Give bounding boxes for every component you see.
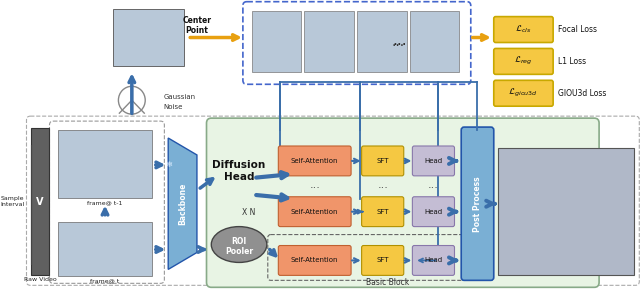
Ellipse shape: [211, 226, 267, 262]
Text: frame@ t: frame@ t: [90, 278, 120, 283]
Bar: [58, 130, 152, 198]
Text: Self-Attention: Self-Attention: [291, 158, 339, 164]
Bar: [410, 11, 460, 72]
Text: ...: ...: [309, 180, 320, 190]
FancyBboxPatch shape: [412, 146, 454, 176]
Text: SFT: SFT: [376, 158, 389, 164]
Text: GIOU3d Loss: GIOU3d Loss: [558, 89, 606, 98]
Bar: [497, 148, 634, 276]
Text: Basic Block: Basic Block: [366, 278, 410, 287]
FancyBboxPatch shape: [362, 146, 404, 176]
Polygon shape: [168, 138, 197, 269]
Text: ...: ...: [392, 33, 407, 48]
Text: ...: ...: [428, 180, 439, 190]
FancyBboxPatch shape: [278, 146, 351, 176]
Text: $\mathcal{L}_{cls}$: $\mathcal{L}_{cls}$: [515, 24, 532, 35]
Text: V: V: [36, 197, 44, 207]
Text: SFT: SFT: [376, 209, 389, 215]
Bar: [58, 222, 152, 276]
Text: Head: Head: [424, 258, 442, 263]
Text: Head: Head: [224, 172, 254, 182]
Text: ❄: ❄: [166, 160, 173, 169]
Text: $\mathcal{L}_{giou3d}$: $\mathcal{L}_{giou3d}$: [508, 87, 538, 99]
Bar: [252, 11, 301, 72]
FancyBboxPatch shape: [461, 127, 494, 280]
Text: Center: Center: [182, 16, 211, 25]
Bar: [304, 11, 354, 72]
Text: Sample
Interval: Sample Interval: [1, 196, 24, 207]
FancyBboxPatch shape: [412, 246, 454, 276]
Text: Noise: Noise: [163, 104, 183, 110]
Bar: [357, 11, 406, 72]
Text: X N: X N: [242, 208, 255, 217]
FancyBboxPatch shape: [278, 197, 351, 226]
Text: Post Process: Post Process: [473, 176, 482, 231]
Text: ROI: ROI: [232, 237, 246, 246]
FancyBboxPatch shape: [362, 246, 404, 276]
Text: Pooler: Pooler: [225, 247, 253, 256]
Text: Point: Point: [186, 26, 209, 35]
FancyBboxPatch shape: [412, 197, 454, 226]
FancyBboxPatch shape: [494, 80, 553, 106]
Text: L1 Loss: L1 Loss: [558, 57, 586, 66]
Text: Gaussian: Gaussian: [163, 94, 196, 100]
Text: Backbone: Backbone: [178, 182, 187, 225]
Text: $\mathcal{L}_{reg}$: $\mathcal{L}_{reg}$: [514, 55, 532, 68]
FancyBboxPatch shape: [494, 48, 553, 74]
Text: Head: Head: [424, 209, 442, 215]
Text: Head: Head: [424, 158, 442, 164]
Text: ...: ...: [392, 35, 404, 50]
Bar: [113, 9, 184, 66]
FancyBboxPatch shape: [278, 246, 351, 276]
Text: SFT: SFT: [376, 258, 389, 263]
FancyBboxPatch shape: [494, 17, 553, 43]
FancyBboxPatch shape: [207, 118, 599, 287]
Bar: [31, 128, 49, 276]
Text: Raw Video: Raw Video: [24, 277, 56, 282]
Text: ...: ...: [377, 180, 388, 190]
Text: frame@ t-1: frame@ t-1: [87, 200, 123, 205]
Text: Diffusion: Diffusion: [212, 160, 266, 170]
Text: Self-Attention: Self-Attention: [291, 258, 339, 263]
FancyBboxPatch shape: [362, 197, 404, 226]
Text: Self-Attention: Self-Attention: [291, 209, 339, 215]
Text: Focal Loss: Focal Loss: [558, 25, 597, 34]
